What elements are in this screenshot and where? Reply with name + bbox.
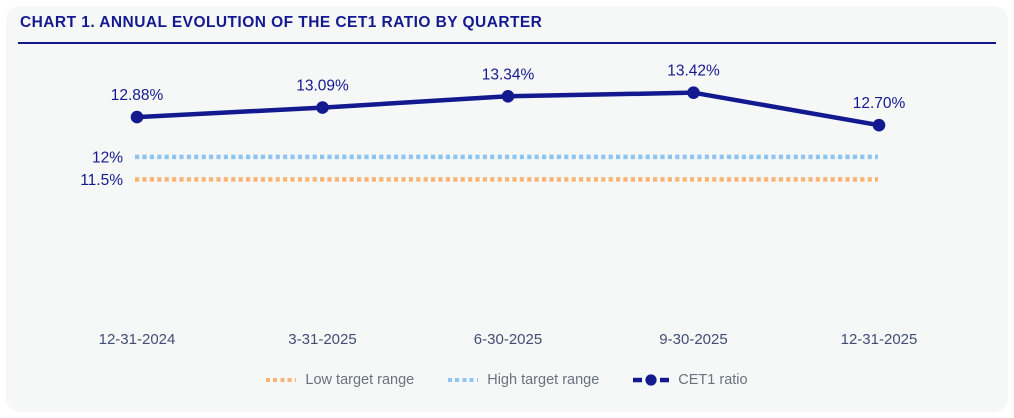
x-axis-label-12-31-2024: 12-31-2024: [99, 331, 176, 348]
cet1-ratio-point-12-31-2024: [130, 110, 144, 124]
x-axis-label-6-30-2025: 6-30-2025: [474, 331, 542, 348]
cet1-ratio-point-12-31-2025: [872, 118, 886, 132]
cet1-ratio-point-label-12-31-2025: 12.70%: [853, 95, 906, 112]
chart-title: CHART 1. ANNUAL EVOLUTION OF THE CET1 RA…: [20, 14, 543, 31]
high-target-range-swatch-icon: [448, 377, 479, 383]
chart-card: [6, 6, 1008, 412]
low-target-range-swatch-icon: [266, 377, 297, 383]
cet1-ratio-point-label-9-30-2025: 13.42%: [667, 63, 720, 80]
title-underline: [18, 42, 996, 44]
legend-label-cet1-ratio: CET1 ratio: [678, 372, 748, 388]
legend-item-low-target-range: Low target range: [266, 372, 414, 388]
cet1-ratio-point-label-3-31-2025: 13.09%: [296, 78, 349, 95]
cet1-ratio-point-3-31-2025: [316, 101, 329, 114]
low-target-range-value-label: 11.5%: [80, 172, 123, 189]
chart-legend: Low target range High target range CET1 …: [0, 368, 1014, 392]
legend-label-low-target-range: Low target range: [305, 372, 415, 388]
cet1-ratio-point-6-30-2025: [501, 89, 515, 103]
cet1-ratio-point-label-12-31-2024: 12.88%: [111, 87, 164, 104]
cet1-ratio-point-9-30-2025: [687, 86, 700, 99]
legend-item-cet1-ratio: CET1 ratio: [633, 372, 748, 388]
x-axis-label-12-31-2025: 12-31-2025: [841, 331, 918, 348]
legend-label-high-target-range: High target range: [487, 372, 600, 388]
x-axis-label-9-30-2025: 9-30-2025: [659, 331, 727, 348]
cet1-ratio-swatch-icon: [633, 373, 670, 387]
legend-item-high-target-range: High target range: [448, 372, 599, 388]
high-target-range-value-label: 12%: [92, 149, 123, 166]
cet1-ratio-point-label-6-30-2025: 13.34%: [482, 66, 535, 83]
x-axis-label-3-31-2025: 3-31-2025: [288, 331, 356, 348]
